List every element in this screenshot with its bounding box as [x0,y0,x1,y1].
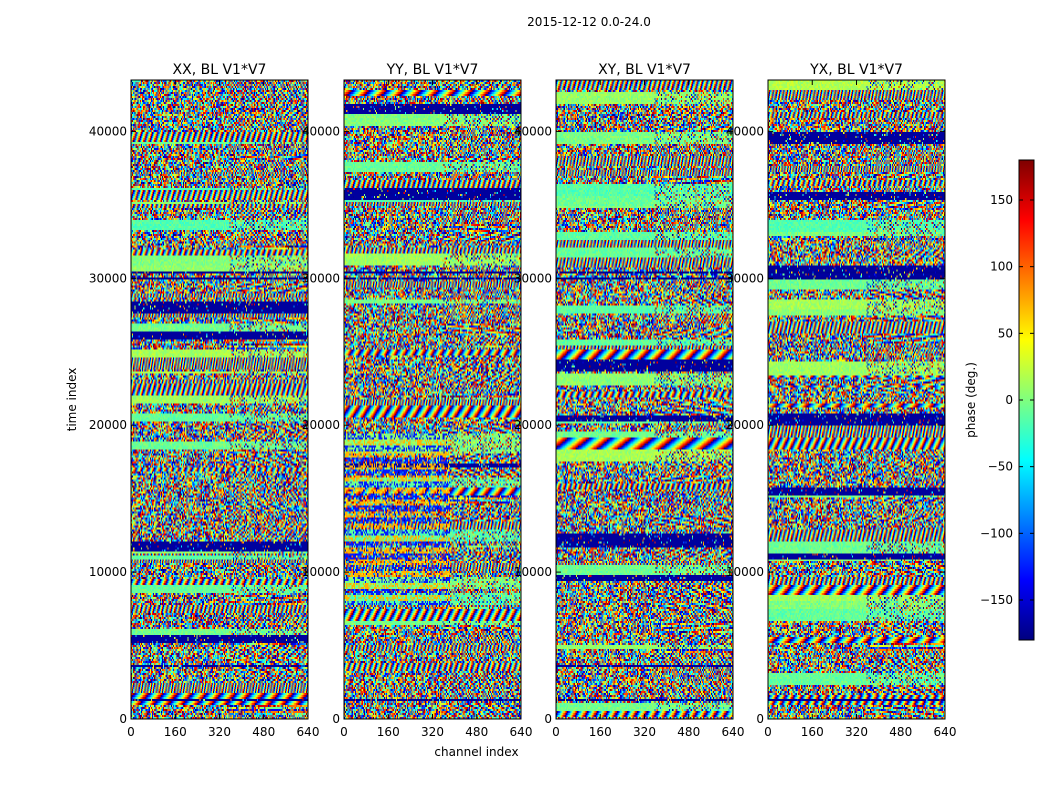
y-tick-label: 0 [332,712,340,726]
colorbar-tick-label: −50 [988,460,1013,474]
y-tick-label: 40000 [302,124,340,138]
colorbar-tick-label: 50 [998,326,1013,340]
phase-heatmap [556,80,733,719]
panel-title: XX, BL V1*V7 [173,62,267,78]
x-tick-label: 640 [297,725,320,739]
y-tick-label: 20000 [726,418,764,432]
y-tick-label: 10000 [514,565,552,579]
y-tick-label: 40000 [726,124,764,138]
y-tick-label: 40000 [89,124,127,138]
y-tick-label: 40000 [514,124,552,138]
panel-title: XY, BL V1*V7 [598,62,691,78]
colorbar-tick-label: −100 [980,526,1013,540]
y-tick-label: 0 [756,712,764,726]
panel-0: XX, BL V1*V7 0 160 320 480 640 0 10000 20000 3000… [65,62,319,739]
colorbar-tick-label: −150 [980,593,1013,607]
panel-title: YX, BL V1*V7 [809,62,903,78]
x-tick-label: 480 [465,725,488,739]
y-tick-label: 20000 [89,418,127,432]
colorbar-tick-label: 150 [990,193,1013,207]
x-tick-label: 0 [340,725,348,739]
y-tick-label: 30000 [514,271,552,285]
x-tick-label: 160 [589,725,612,739]
x-axis-label: channel index [434,745,518,759]
y-tick-label: 10000 [89,565,127,579]
y-tick-label: 30000 [726,271,764,285]
y-tick-label: 0 [544,712,552,726]
y-tick-label: 10000 [726,565,764,579]
colorbar-tick-label: 0 [1005,393,1013,407]
y-tick-label: 0 [119,712,127,726]
x-tick-label: 160 [801,725,824,739]
x-tick-label: 0 [127,725,135,739]
figure-suptitle: 2015-12-12 0.0-24.0 [527,15,651,29]
y-tick-label: 20000 [514,418,552,432]
x-tick-label: 0 [764,725,772,739]
x-tick-label: 480 [677,725,700,739]
y-axis-label: time index [65,368,79,432]
panel-2: XY, BL V1*V7 0 160 320 480 640 0 10000 20000 3000… [514,62,745,739]
phase-heatmap [344,80,521,719]
panel-title: YY, BL V1*V7 [386,62,479,78]
x-tick-label: 160 [164,725,187,739]
y-tick-label: 30000 [89,271,127,285]
colorbar-tick-label: 100 [990,260,1013,274]
colorbar-label: phase (deg.) [964,362,978,438]
x-tick-label: 160 [377,725,400,739]
x-tick-label: 320 [633,725,656,739]
y-tick-label: 20000 [302,418,340,432]
x-tick-label: 320 [845,725,868,739]
x-tick-label: 640 [934,725,957,739]
x-tick-label: 480 [252,725,275,739]
y-tick-label: 10000 [302,565,340,579]
colorbar: 150 100 50 0 −50 −100 −150 phase (deg.) [964,159,1035,641]
phase-heatmap [768,80,945,719]
x-tick-label: 320 [421,725,444,739]
x-tick-label: 480 [889,725,912,739]
panel-3: YX, BL V1*V7 0 160 320 480 640 0 10000 20000 3000… [726,62,957,739]
x-tick-label: 640 [722,725,745,739]
x-tick-label: 320 [208,725,231,739]
y-tick-label: 30000 [302,271,340,285]
x-tick-label: 640 [510,725,533,739]
phase-heatmap [131,80,308,719]
panel-1: YY, BL V1*V7 0 160 320 480 640 0 10000 20000 3000… [302,62,533,759]
x-tick-label: 0 [552,725,560,739]
